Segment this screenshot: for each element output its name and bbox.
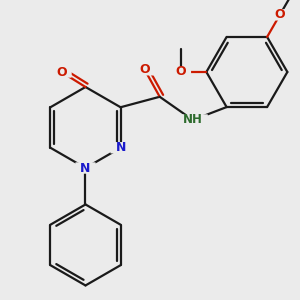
FancyBboxPatch shape: [270, 9, 290, 20]
FancyBboxPatch shape: [75, 162, 96, 174]
FancyBboxPatch shape: [134, 64, 155, 76]
Text: N: N: [80, 161, 91, 175]
Text: O: O: [274, 8, 285, 21]
Text: O: O: [56, 65, 67, 79]
Text: O: O: [176, 65, 186, 79]
FancyBboxPatch shape: [171, 66, 191, 78]
FancyBboxPatch shape: [51, 66, 72, 78]
FancyBboxPatch shape: [178, 114, 208, 126]
Text: NH: NH: [183, 113, 203, 127]
Text: O: O: [140, 63, 150, 76]
FancyBboxPatch shape: [110, 142, 131, 154]
Text: N: N: [116, 141, 126, 154]
